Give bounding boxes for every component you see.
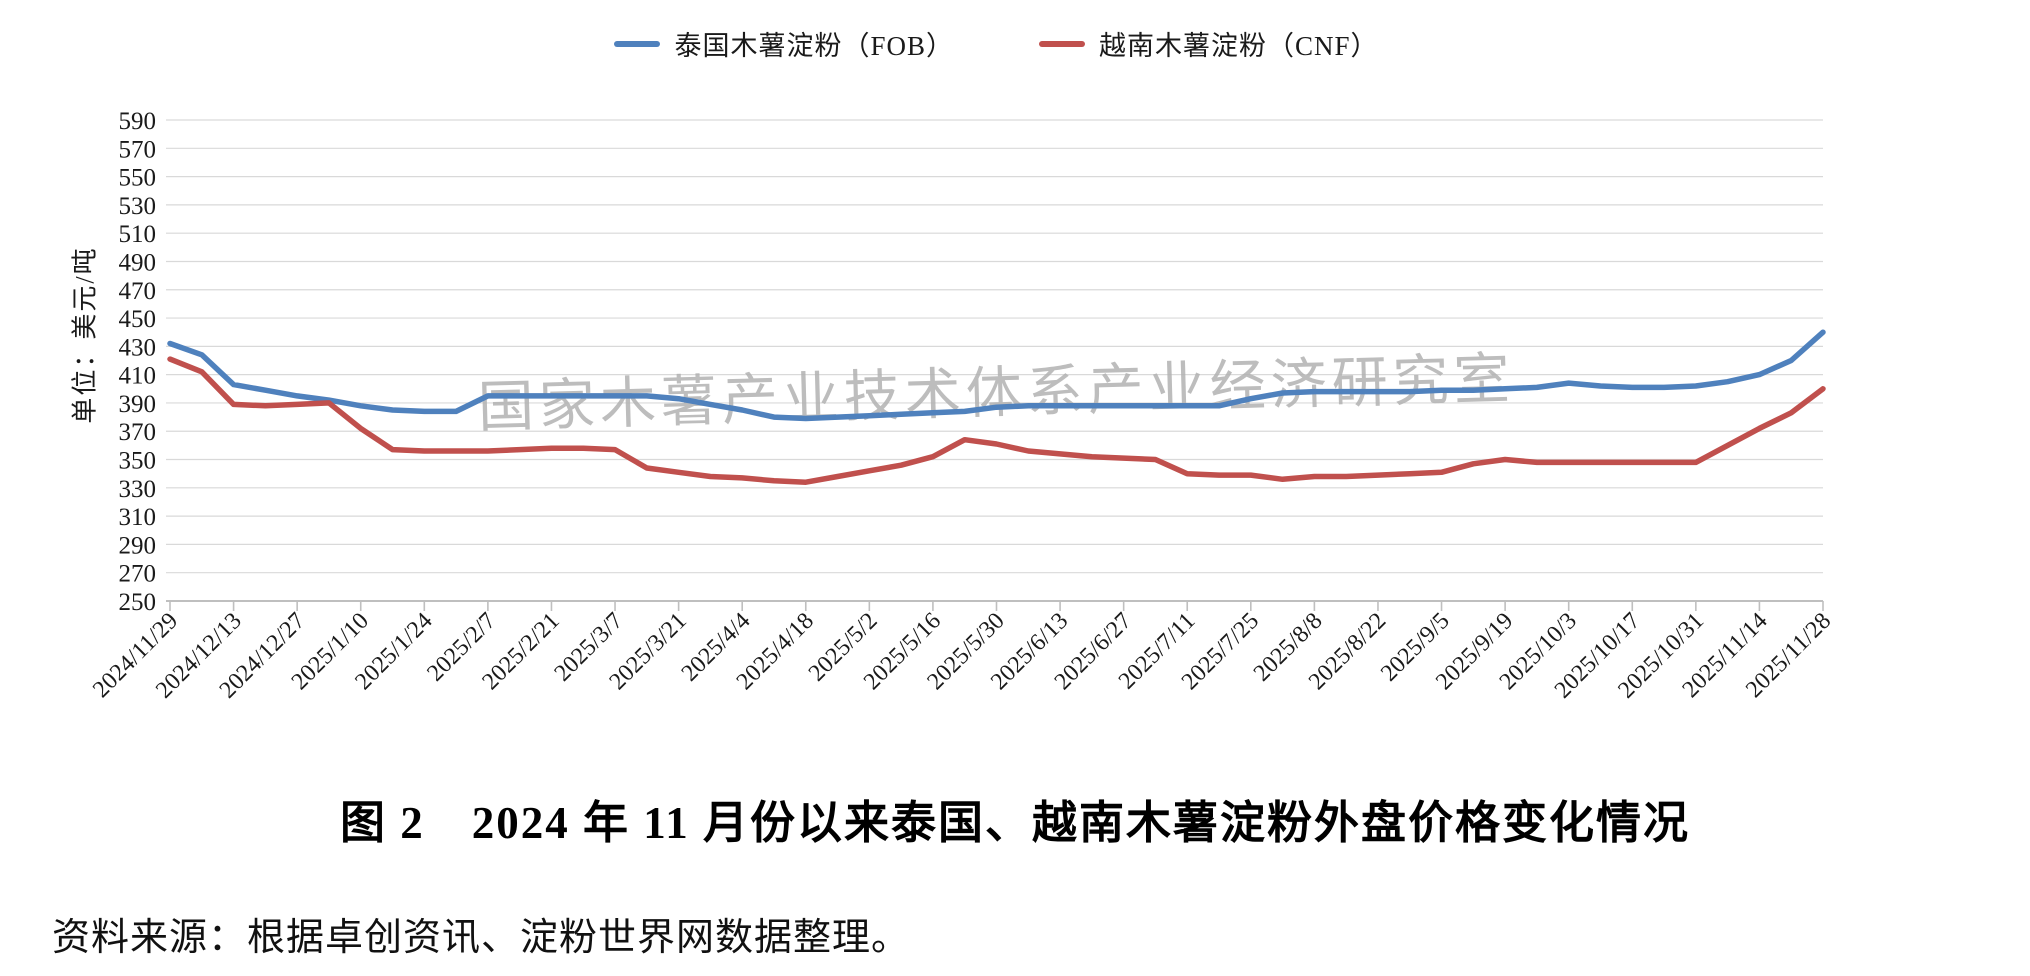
y-tick-label: 410: [119, 363, 157, 390]
y-tick-label: 250: [119, 589, 157, 616]
y-tick-label: 530: [119, 193, 157, 220]
legend-label-thailand: 泰国木薯淀粉（FOB）: [674, 31, 954, 61]
thailand-fob-line: [167, 329, 1826, 422]
chart-legend: 泰国木薯淀粉（FOB） 越南木薯淀粉（CNF）: [170, 24, 1823, 63]
y-tick-label: 590: [119, 108, 157, 135]
y-tick-label: 470: [119, 278, 157, 305]
price-chart: 2502702903103303503703904104304504704905…: [88, 108, 1836, 704]
figure-title: 图 2 2024 年 11 月份以来泰国、越南木薯淀粉外盘价格变化情况: [339, 798, 1691, 848]
vietnam-cnf-line: [167, 356, 1826, 485]
y-tick-label: 430: [119, 334, 157, 361]
y-tick-label: 290: [119, 532, 157, 559]
legend-item-vietnam: 越南木薯淀粉（CNF）: [1039, 24, 1379, 63]
y-tick-label: 270: [119, 561, 157, 588]
y-tick-label: 510: [119, 221, 157, 248]
y-tick-label: 350: [119, 448, 157, 475]
y-tick-label: 310: [119, 504, 157, 531]
y-tick-label: 370: [119, 419, 157, 446]
thailand-line-swatch: [614, 40, 661, 47]
legend-label-vietnam: 越南木薯淀粉（CNF）: [1099, 31, 1379, 61]
legend-item-thailand: 泰国木薯淀粉（FOB）: [614, 24, 954, 63]
y-tick-label: 490: [119, 249, 157, 276]
y-tick-label: 450: [119, 306, 157, 333]
y-tick-label: 550: [119, 165, 157, 192]
y-tick-label: 570: [119, 136, 157, 163]
source-note: 资料来源：根据卓创资讯、淀粉世界网数据整理。: [52, 917, 911, 959]
y-tick-label: 330: [119, 476, 157, 503]
y-tick-label: 390: [119, 391, 157, 418]
vietnam-line-swatch: [1039, 40, 1085, 47]
